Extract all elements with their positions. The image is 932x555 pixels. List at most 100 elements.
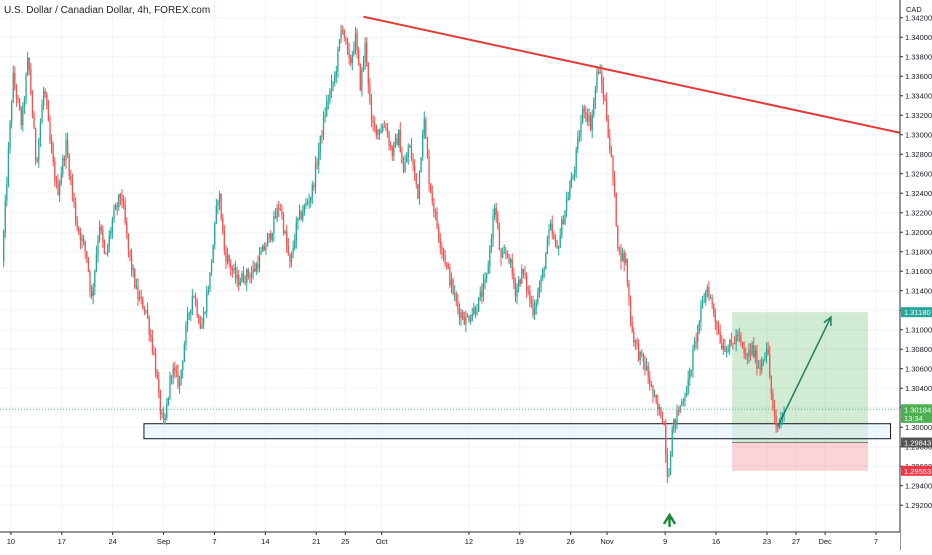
candle-body <box>399 129 401 153</box>
price-tick-label: 1.32000 <box>905 228 932 237</box>
candle-body <box>162 412 165 420</box>
candle-body <box>212 244 214 263</box>
candle-body <box>706 287 709 292</box>
candle-body <box>124 205 126 223</box>
candle-body <box>484 278 486 283</box>
candle-body <box>383 126 385 128</box>
candle-body <box>701 301 704 307</box>
support-zone-rect[interactable] <box>143 423 892 440</box>
resistance-trendline[interactable] <box>363 15 901 134</box>
candle-body <box>487 265 489 274</box>
candle-body <box>636 340 638 344</box>
candle-body <box>548 229 550 239</box>
candle-body <box>249 275 251 278</box>
candle-body <box>527 290 529 292</box>
entry-price-tag[interactable] <box>901 437 932 448</box>
candle-body <box>167 397 170 405</box>
candle-body <box>316 163 318 166</box>
price-axis[interactable]: 1.34200 1.34000 1.33800 1.33600 1.33400 1.332… <box>899 0 932 550</box>
candle-body <box>247 269 249 276</box>
drawings[interactable] <box>363 15 901 528</box>
candle-body <box>460 312 462 318</box>
candle-body <box>242 273 245 282</box>
stop-price-tag[interactable] <box>901 465 932 476</box>
candle-body <box>290 252 293 263</box>
candle-body <box>396 138 398 146</box>
candle-body <box>178 379 181 386</box>
candle-body <box>703 301 705 303</box>
candle-body <box>324 115 326 117</box>
price-tick-label: 1.31400 <box>905 287 932 296</box>
countdown-price-tag[interactable] <box>901 412 932 423</box>
candle-body <box>653 395 656 397</box>
candle-body <box>625 258 627 263</box>
time-axis[interactable]: 10 17 24 Sep 7 14 21 25 Oct 12 19 26 Nov 9 16 23 27 Dec 7 <box>0 531 900 550</box>
candle-body <box>34 128 37 160</box>
candle-body <box>78 228 80 233</box>
candle-body <box>31 93 34 115</box>
candle-body <box>698 322 701 326</box>
candle-body <box>554 238 557 242</box>
support-zone[interactable] <box>143 423 892 440</box>
candle-body <box>113 209 115 220</box>
long-position-tool[interactable] <box>732 312 869 471</box>
candle-body <box>391 147 393 156</box>
candle-body <box>215 205 217 223</box>
candle-body <box>671 428 673 457</box>
candle-body <box>250 272 253 278</box>
candle-body <box>335 71 337 76</box>
price-tick-label: 1.33600 <box>905 72 932 81</box>
candle-body <box>589 115 592 130</box>
candle-body <box>262 245 264 252</box>
candle-body <box>658 407 661 409</box>
candle-body <box>390 145 392 148</box>
stop-zone[interactable] <box>732 442 869 471</box>
candle-body <box>158 378 160 392</box>
target-price-tag[interactable] <box>901 307 932 318</box>
price-tick-label: 1.34000 <box>905 33 932 42</box>
candle-body <box>292 248 294 253</box>
candle-body <box>681 402 683 406</box>
candle-body <box>749 349 752 355</box>
candle-body <box>407 147 409 158</box>
candle-body <box>609 137 611 149</box>
candle-body <box>693 341 696 350</box>
time-tick-label: 16 <box>712 537 720 546</box>
candle-body <box>265 246 267 250</box>
candle-body <box>191 296 194 310</box>
candle-body <box>553 234 555 239</box>
candle-body <box>505 252 507 255</box>
time-tick-label: Dec <box>818 537 832 546</box>
projection-arrow-line[interactable] <box>777 316 832 427</box>
time-tick-label: 12 <box>465 537 473 546</box>
candle-body <box>549 223 552 230</box>
candle-body <box>613 177 616 193</box>
price-tick-label: 1.31600 <box>905 267 932 276</box>
target-zone[interactable] <box>732 312 869 443</box>
time-tick-label: 10 <box>7 537 15 546</box>
candle-body <box>225 250 227 262</box>
candle-body <box>25 75 27 100</box>
candle-body <box>255 263 257 272</box>
candle-body <box>649 377 651 386</box>
current-price-tag[interactable] <box>901 404 932 415</box>
candle-body <box>474 307 477 314</box>
candle-body <box>607 119 609 138</box>
currency-label: CAD <box>906 5 922 14</box>
candle-body <box>60 173 62 184</box>
candle-body <box>100 226 102 230</box>
candle-body <box>310 197 312 202</box>
candle-body <box>398 129 400 146</box>
countdown-price-tag-label: 13:34 <box>904 414 923 423</box>
candle-body <box>252 268 254 273</box>
candle-body <box>661 418 664 423</box>
target-price-tag-label: 1.31180 <box>904 308 931 317</box>
candle-body <box>436 212 438 228</box>
candle-body <box>709 298 712 300</box>
candle-body <box>777 426 779 428</box>
price-tick-label: 1.30400 <box>905 384 932 393</box>
candle-body <box>743 347 745 354</box>
candle-body <box>485 273 488 279</box>
candle-body <box>586 114 589 122</box>
